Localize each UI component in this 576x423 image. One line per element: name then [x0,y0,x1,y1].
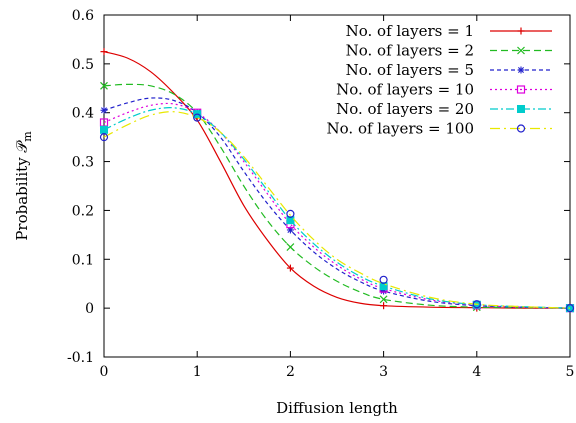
series-line [103,111,571,309]
data-point-marker [379,275,388,284]
series-6 [99,111,575,313]
y-tick-label: 0 [85,301,94,317]
data-point-marker [286,264,294,272]
data-point-marker [516,124,526,133]
series-line [103,102,571,309]
legend-label: No. of layers = 1 [346,22,474,40]
data-point-marker [286,243,295,251]
data-point-marker [100,48,108,56]
legend-item: No. of layers = 10 [336,81,552,99]
y-tick-label: 0.3 [72,155,94,171]
legend-item: No. of layers = 20 [336,100,552,118]
x-tick-label: 0 [100,364,109,380]
legend-label: No. of layers = 100 [327,120,474,138]
x-axis-title: Diffusion length [276,399,398,417]
data-point-marker [565,304,575,313]
y-tick-label: 0.5 [72,57,94,73]
data-point-marker [516,85,526,94]
y-tick-label: 0.1 [72,252,94,268]
legend-label: No. of layers = 10 [336,81,474,99]
data-point-marker [379,295,388,304]
data-point-marker [100,125,108,134]
legend-item: No. of layers = 100 [327,120,552,138]
y-axis-title: Probability 𝒫m [13,131,34,241]
data-point-marker [517,46,525,55]
x-tick-label: 3 [379,364,388,380]
legend: No. of layers = 1No. of layers = 2No. of… [327,22,552,138]
data-point-marker [193,113,202,122]
series-line [103,107,571,309]
y-axis-title-subscript: m [21,131,34,142]
data-point-marker [100,106,108,114]
y-tick-label: 0.2 [72,203,94,219]
data-point-marker [517,105,525,113]
y-tick-label: -0.1 [67,350,94,366]
data-point-marker [517,27,525,35]
data-point-marker [286,216,295,225]
data-point-marker [286,209,295,218]
data-point-marker [472,300,481,309]
legend-item: No. of layers = 2 [346,42,552,60]
data-point-marker [517,66,525,74]
series-layer [99,48,575,313]
y-axis-title-main: Probability 𝒫 [13,140,31,241]
legend-label: No. of layers = 2 [346,42,474,60]
plot-area [103,14,571,358]
data-point-marker [100,81,108,90]
legend-item: No. of layers = 5 [346,61,552,79]
y-tick-label: 0.6 [72,8,94,24]
x-tick-label: 5 [566,364,575,380]
plot-frame [103,14,571,358]
axis-ticks: 0 1 2 3 4 5 -0.1 0 0.1 0.2 0.3 0.4 0.5 0.6 [67,8,574,380]
legend-label: No. of layers = 5 [346,61,474,79]
y-tick-label: 0.4 [72,106,94,122]
x-tick-label: 4 [472,364,481,380]
data-point-marker [99,133,109,142]
x-tick-label: 1 [193,364,202,380]
data-point-marker [380,302,388,310]
x-tick-label: 2 [286,364,295,380]
data-point-marker [379,282,388,291]
legend-label: No. of layers = 20 [336,100,474,118]
legend-item: No. of layers = 1 [346,22,552,40]
